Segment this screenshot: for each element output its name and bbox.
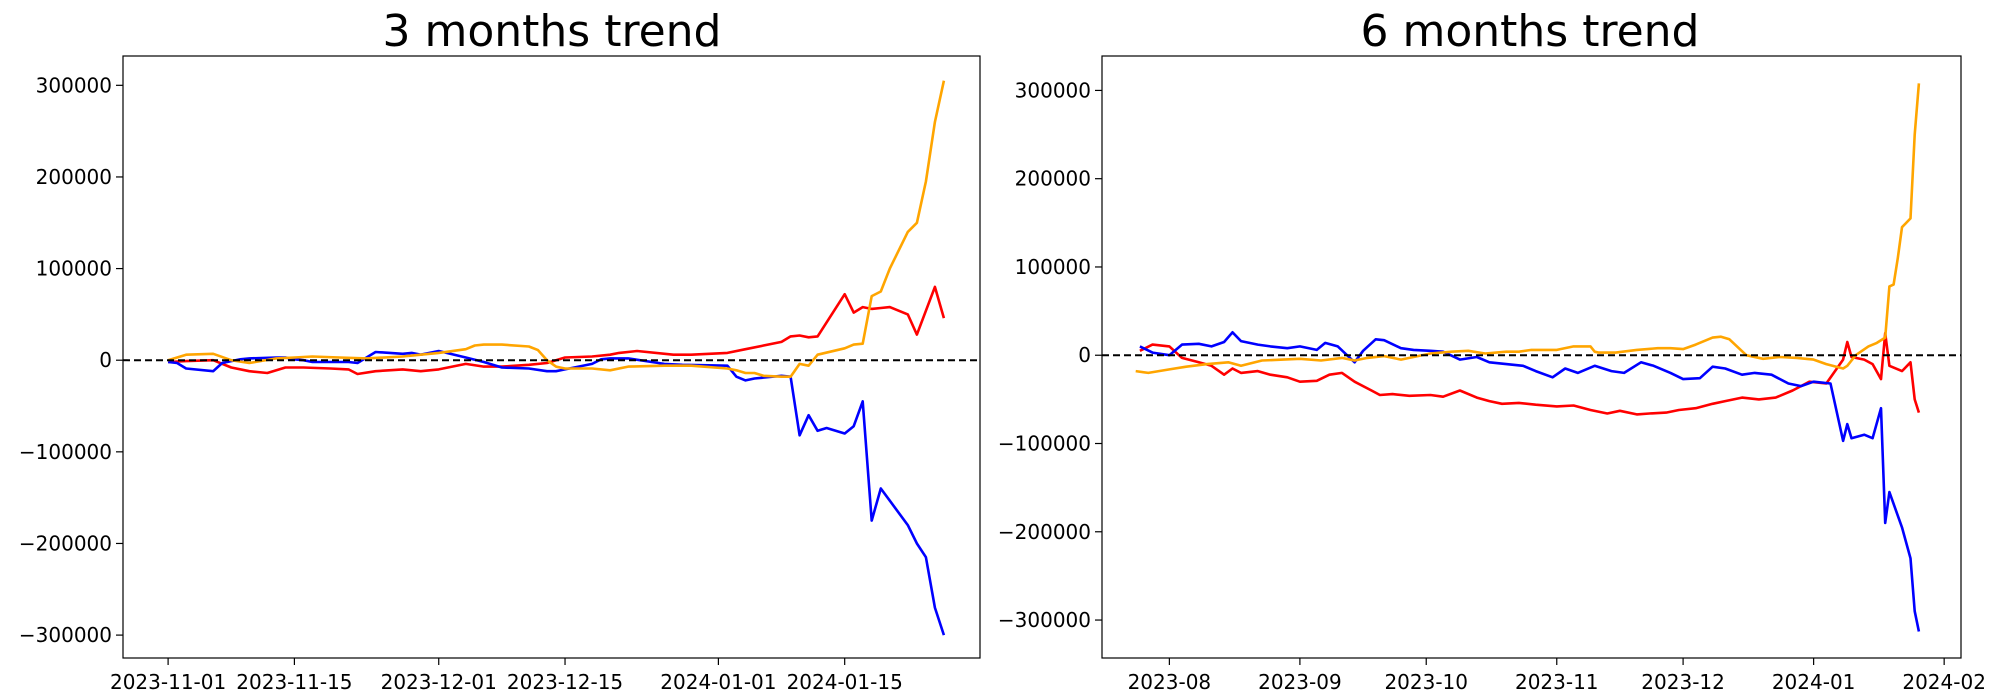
x-tick-label: 2024-01-15: [787, 670, 903, 694]
y-tick-label: 100000: [36, 257, 112, 281]
chart-6-months: 6 months trend −300000 −200000 −100000 0 100…: [998, 6, 1986, 694]
x-tick-label: 2024-02: [1902, 670, 1986, 694]
x-tick-label: 2023-12-01: [381, 670, 497, 694]
y-tick-label: −100000: [19, 440, 112, 464]
y-tick-label: −200000: [998, 520, 1091, 544]
y-tick-label: −300000: [998, 608, 1091, 632]
y-tick-label: −100000: [998, 432, 1091, 456]
x-tick-label: 2023-12-15: [507, 670, 623, 694]
plot-frame: [122, 55, 981, 659]
series-line-0: [168, 285, 946, 376]
y-tick-label: −200000: [19, 531, 112, 555]
x-tick-label: 2023-10: [1384, 670, 1468, 694]
y-tick-label: −300000: [19, 623, 112, 647]
x-tick-label: 2024-01: [1772, 670, 1856, 694]
y-tick-label: 200000: [1015, 167, 1091, 191]
x-tick-label: 2023-11-15: [236, 670, 352, 694]
y-tick-label: 200000: [36, 165, 112, 189]
x-tick-label: 2023-11-01: [110, 670, 226, 694]
y-tick-label: 100000: [1015, 255, 1091, 279]
y-tick-label: 300000: [36, 73, 112, 97]
plot-frame: [1101, 55, 1962, 659]
x-tick-label: 2024-01-01: [660, 670, 776, 694]
y-tick-label: 0: [99, 348, 112, 372]
chart-3-months: 3 months trend −300000 −200000 −100000 0 100…: [19, 6, 981, 694]
x-tick-label: 2023-09: [1258, 670, 1342, 694]
chart-title: 6 months trend: [1361, 6, 1700, 57]
x-tick-label: 2023-08: [1128, 670, 1212, 694]
series-line-1: [167, 349, 946, 636]
series-line-2: [1135, 83, 1921, 375]
chart-title: 3 months trend: [383, 6, 722, 57]
x-tick-label: 2023-12: [1641, 670, 1725, 694]
series-line-2: [167, 80, 946, 379]
series-line-1: [1139, 330, 1921, 632]
series-line-0: [1139, 331, 1921, 416]
x-tick-label: 2023-11: [1515, 670, 1599, 694]
y-tick-label: 0: [1078, 343, 1091, 367]
y-tick-label: 300000: [1015, 78, 1091, 102]
